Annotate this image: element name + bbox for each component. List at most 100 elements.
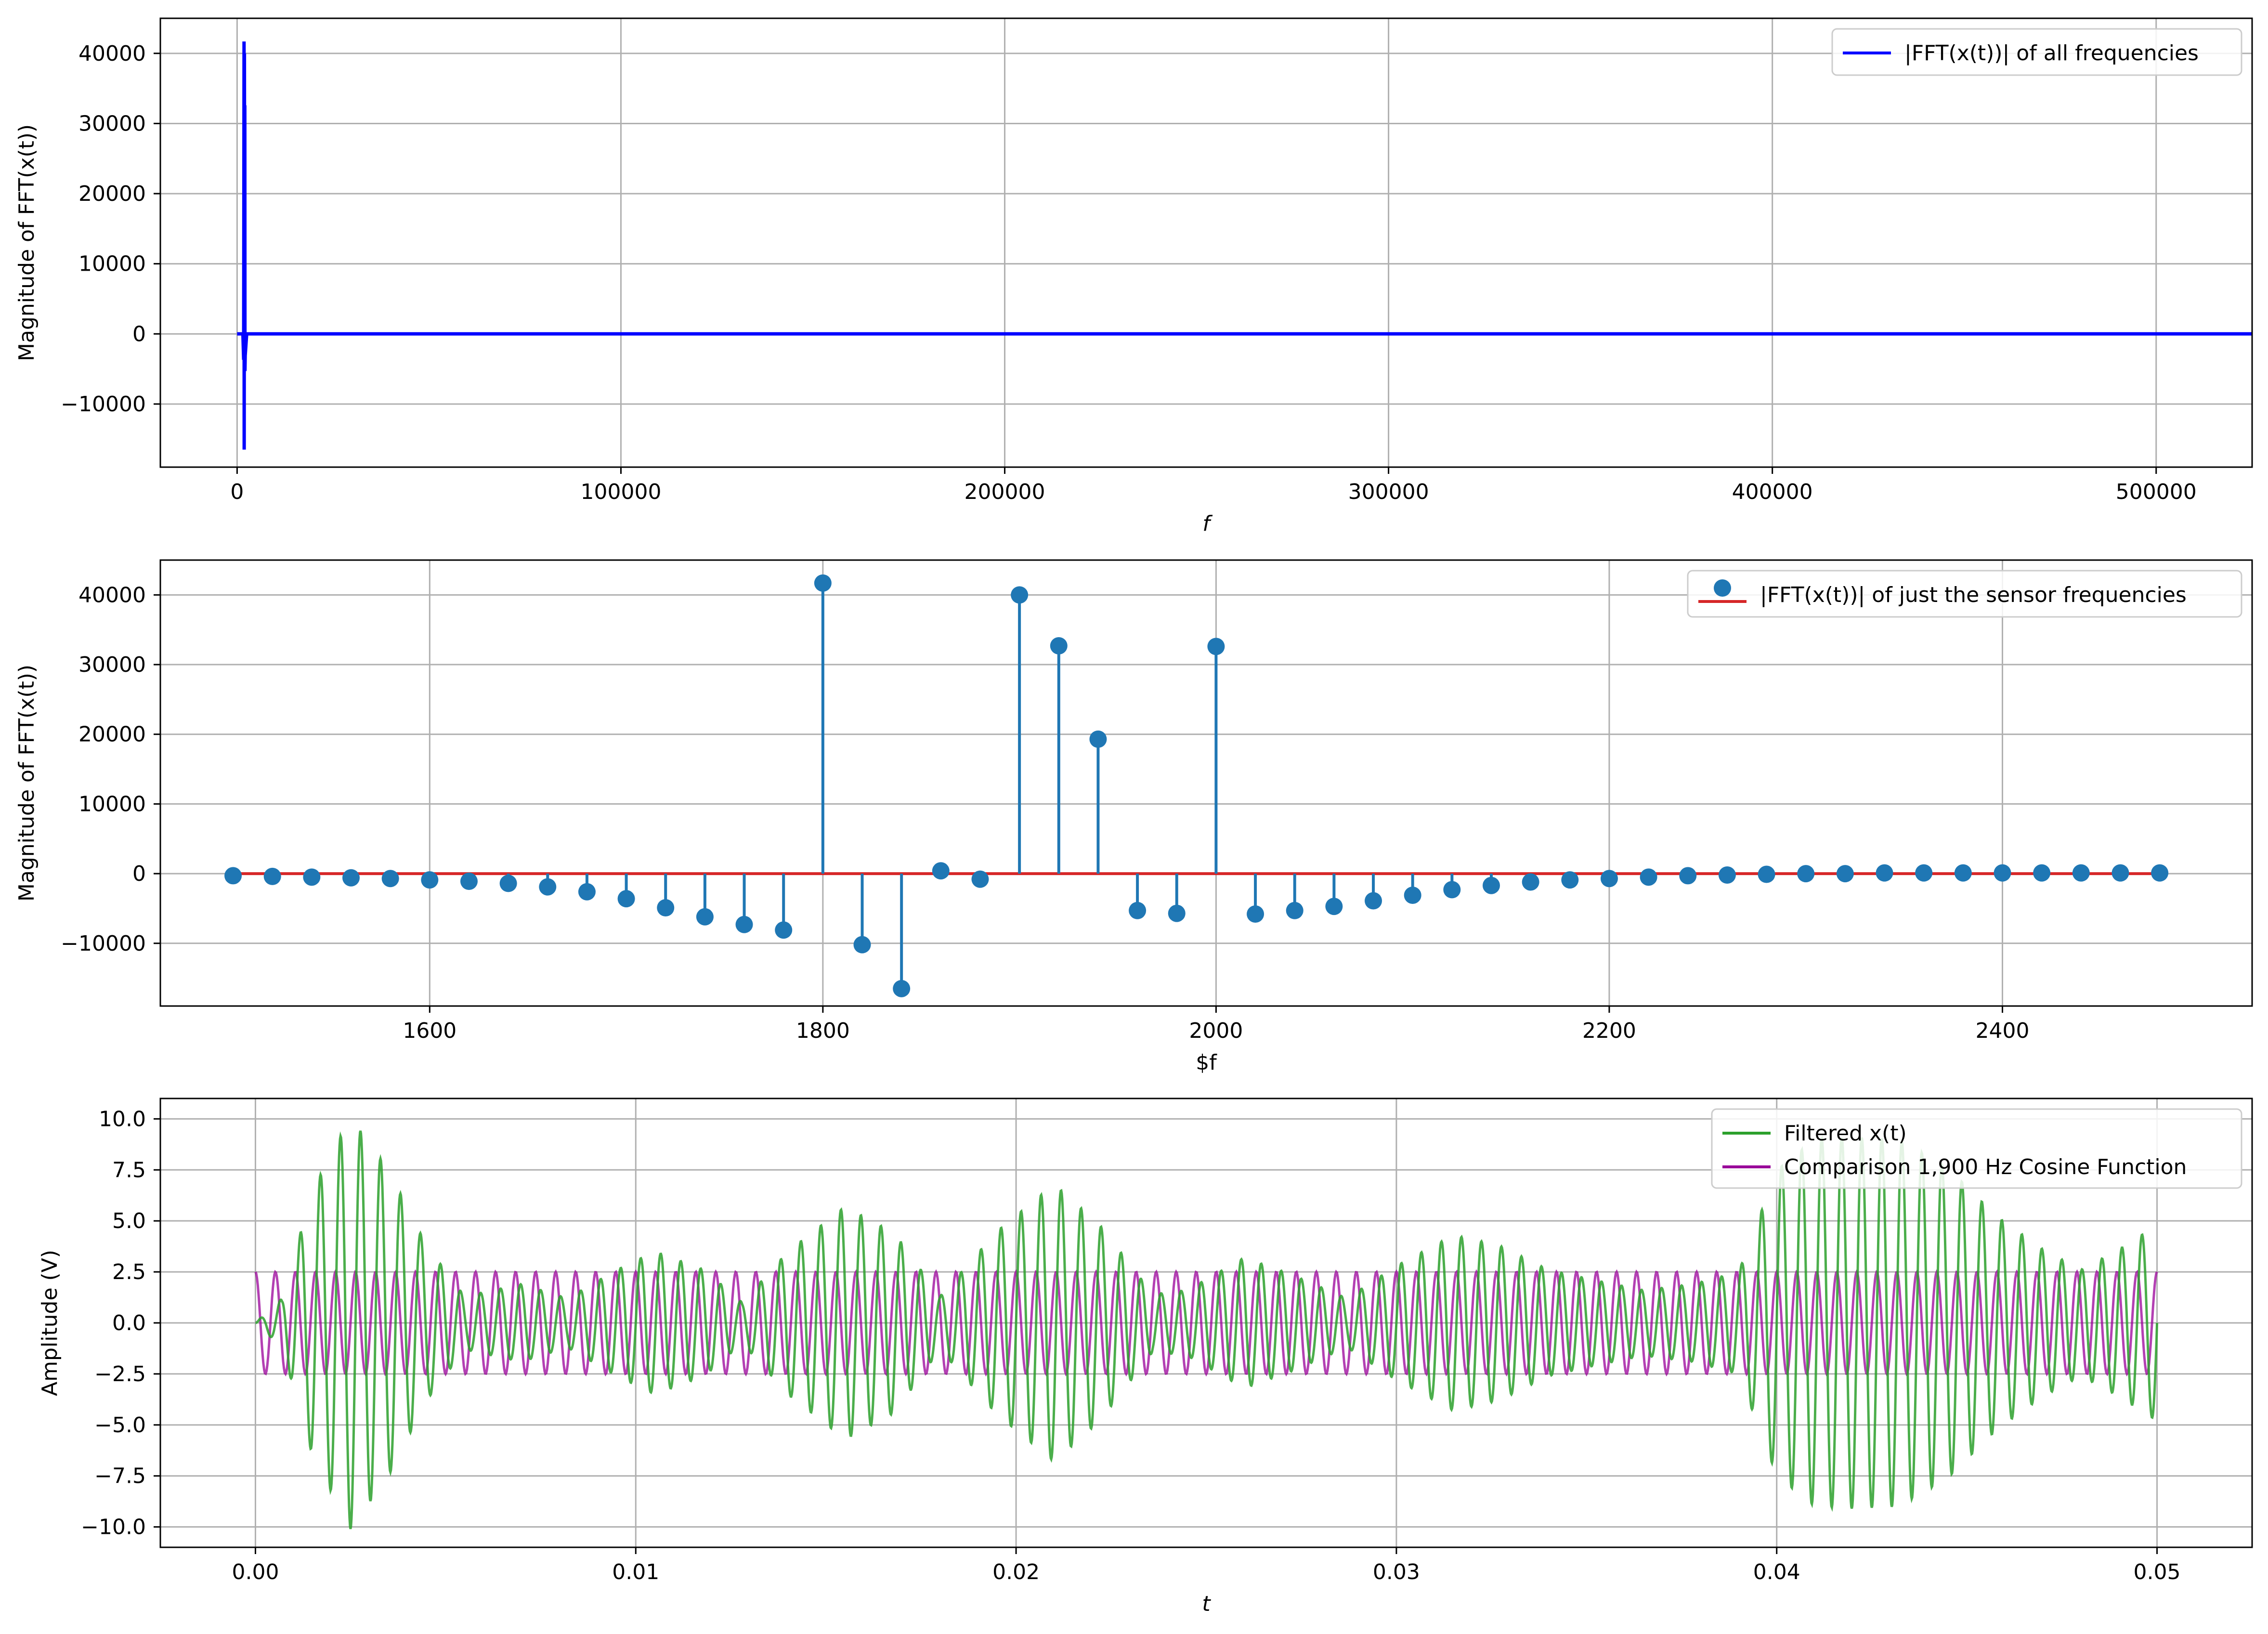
legend-box	[1831, 28, 2242, 76]
y-tick-label: 10000	[78, 792, 146, 816]
y-tick-label: 10000	[78, 252, 146, 276]
stem-marker	[932, 862, 950, 880]
y-tick-label: −10000	[61, 392, 146, 417]
stem-marker	[696, 908, 714, 926]
stem-marker	[1836, 865, 1854, 883]
stem-marker	[1994, 864, 2011, 882]
legend-label: |FFT(x(t))| of just the sensor frequenci…	[1760, 583, 2187, 607]
y-axis-label: Magnitude of FFT(x(t))	[14, 665, 39, 902]
stem-marker	[578, 883, 596, 901]
stem-marker	[224, 867, 242, 885]
y-tick-label: −5.0	[94, 1413, 146, 1438]
stem-marker	[1679, 867, 1697, 885]
y-axis-label: Magnitude of FFT(x(t))	[14, 124, 39, 361]
legend: Filtered x(t) Comparison 1,900 Hz Cosine …	[1711, 1108, 2242, 1189]
y-tick-label: 30000	[78, 653, 146, 677]
legend: |FFT(x(t))| of all frequencies	[1831, 28, 2242, 76]
x-tick-label: 2400	[1976, 1019, 2030, 1043]
legend-label: Comparison 1,900 Hz Cosine Function	[1784, 1155, 2187, 1179]
stem-marker	[421, 871, 439, 889]
stem-marker	[1561, 871, 1579, 889]
x-tick-label: 2000	[1189, 1019, 1243, 1043]
stem-marker	[1482, 876, 1500, 894]
stem-marker	[1640, 868, 1657, 886]
legend-box	[1711, 1108, 2242, 1189]
stem-marker	[1089, 730, 1107, 748]
stem-marker	[735, 915, 753, 933]
x-tick-label: 0.02	[992, 1560, 1040, 1584]
stem-marker	[1011, 586, 1029, 604]
x-tick-label: 2200	[1582, 1019, 1636, 1043]
cosine-comparison-line	[254, 1269, 2158, 1377]
stem-marker	[814, 574, 832, 592]
x-tick-label: 300000	[1348, 480, 1429, 504]
stem-marker	[1876, 864, 1893, 882]
stem-marker	[775, 921, 793, 939]
x-tick-label: 0.00	[232, 1560, 279, 1584]
x-axis-label: t	[1202, 1592, 1211, 1616]
y-tick-label: 0	[132, 322, 146, 346]
x-tick-label: 0.03	[1373, 1560, 1420, 1584]
y-tick-label: 2.5	[112, 1260, 146, 1284]
legend: |FFT(x(t))| of just the sensor frequenci…	[1687, 570, 2242, 618]
legend-label: Filtered x(t)	[1784, 1121, 1907, 1146]
stem-marker	[1247, 905, 1264, 923]
stem-marker	[657, 899, 675, 916]
stem-marker	[2033, 864, 2051, 882]
subplot-2: 1600 1800 2000 2200 2400 −10000 0 10000 20000 300…	[14, 559, 2253, 1075]
stem-marker	[1404, 886, 1421, 904]
y-tick-label: 10.0	[99, 1107, 146, 1131]
y-tick-label: 0.0	[112, 1311, 146, 1335]
plot-area	[224, 574, 2169, 997]
x-tick-label: 1800	[796, 1019, 850, 1043]
x-tick-label: 200000	[965, 480, 1045, 504]
stem-marker	[1365, 892, 1382, 910]
stem-marker	[1718, 866, 1736, 884]
y-tick-label: 40000	[78, 41, 146, 66]
stem-marker	[971, 870, 989, 888]
stem-marker	[499, 875, 517, 892]
legend-box	[1687, 570, 2242, 618]
stem-marker	[460, 873, 478, 890]
stem-marker	[1758, 865, 1775, 883]
x-tick-label: 0.05	[2134, 1560, 2181, 1584]
stem-marker	[2112, 864, 2129, 882]
y-tick-label: 7.5	[112, 1158, 146, 1182]
y-tick-label: 30000	[78, 111, 146, 136]
x-tick-label: 500000	[2116, 480, 2197, 504]
axes-frame	[159, 559, 2253, 1007]
stem-marker	[1325, 898, 1343, 915]
stem-marker	[2072, 864, 2090, 882]
x-axis-label: f	[1202, 511, 1213, 536]
y-axis-label: Amplitude (V)	[38, 1250, 62, 1396]
stem-marker	[2151, 864, 2169, 882]
y-tick-label: −2.5	[94, 1362, 146, 1386]
stem-marker	[1600, 870, 1618, 888]
legend-marker-swatch	[1714, 579, 1731, 597]
stem-marker	[893, 980, 911, 997]
stem-marker	[1168, 904, 1186, 922]
x-tick-label: 0.01	[612, 1560, 659, 1584]
x-tick-label: 400000	[1732, 480, 1813, 504]
stem-marker	[1797, 865, 1815, 883]
stem-marker	[1129, 902, 1147, 919]
stem-marker	[1286, 902, 1303, 919]
y-tick-label: −7.5	[94, 1464, 146, 1489]
stem-marker	[539, 878, 557, 896]
stem-marker	[342, 869, 360, 887]
stem-marker	[1050, 637, 1068, 654]
stem-marker	[853, 936, 871, 954]
stem-marker	[1954, 864, 1972, 882]
stem-marker	[1207, 638, 1225, 655]
stem-marker	[1522, 873, 1539, 891]
subplot-3: 0.00 0.01 0.02 0.03 0.04 0.05 −10.0 −7.5 −5.0 −2.…	[38, 1098, 2253, 1616]
y-tick-label: 20000	[78, 182, 146, 206]
subplot-1: 0 100000 200000 300000 400000 500000 −10000 0 10…	[14, 17, 2253, 536]
axes-frame	[159, 17, 2253, 468]
x-tick-label: 0	[230, 480, 244, 504]
fft-all-frequencies-line	[237, 41, 2252, 450]
x-tick-label: 0.04	[1753, 1560, 1800, 1584]
y-tick-label: −10000	[61, 931, 146, 956]
plot-area	[237, 41, 2252, 450]
